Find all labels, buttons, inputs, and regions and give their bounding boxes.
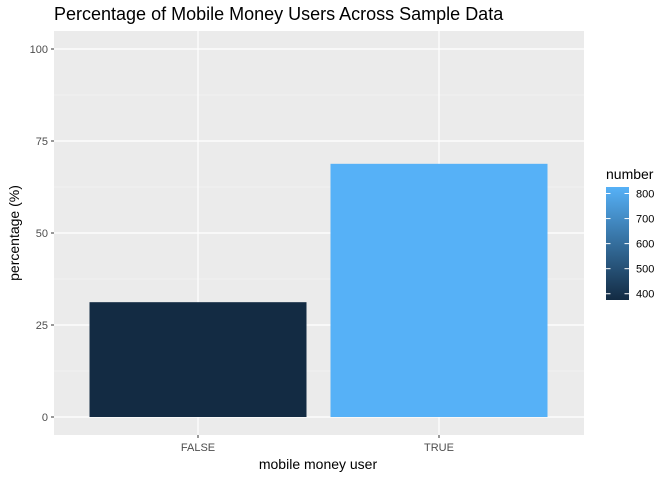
chart-title: Percentage of Mobile Money Users Across … bbox=[54, 4, 504, 24]
bar-false bbox=[89, 302, 307, 417]
y-axis-title: percentage (%) bbox=[6, 185, 22, 281]
y-axis: 0 25 50 75 100 bbox=[30, 44, 54, 424]
legend-tick-label: 400 bbox=[636, 289, 654, 301]
y-tick-label: 75 bbox=[36, 136, 48, 148]
x-axis: FALSE TRUE bbox=[181, 435, 454, 454]
y-tick-label: 50 bbox=[36, 228, 48, 240]
legend-tick-label: 500 bbox=[636, 264, 654, 276]
color-legend: number 400 500 600 700 800 bbox=[606, 166, 654, 301]
x-tick-label: FALSE bbox=[181, 442, 215, 454]
legend-colorbar bbox=[606, 187, 629, 300]
y-tick-label: 100 bbox=[30, 44, 48, 56]
legend-tick-label: 700 bbox=[636, 214, 654, 226]
x-axis-title: mobile money user bbox=[259, 456, 378, 472]
legend-ticks: 400 500 600 700 800 bbox=[606, 189, 654, 301]
legend-tick-label: 800 bbox=[636, 189, 654, 201]
bar-true bbox=[330, 163, 548, 417]
legend-title: number bbox=[606, 166, 654, 182]
y-tick-label: 25 bbox=[36, 320, 48, 332]
bars bbox=[89, 163, 548, 417]
legend-tick-label: 600 bbox=[636, 239, 654, 251]
x-tick-label: TRUE bbox=[424, 442, 454, 454]
y-tick-label: 0 bbox=[42, 412, 48, 424]
